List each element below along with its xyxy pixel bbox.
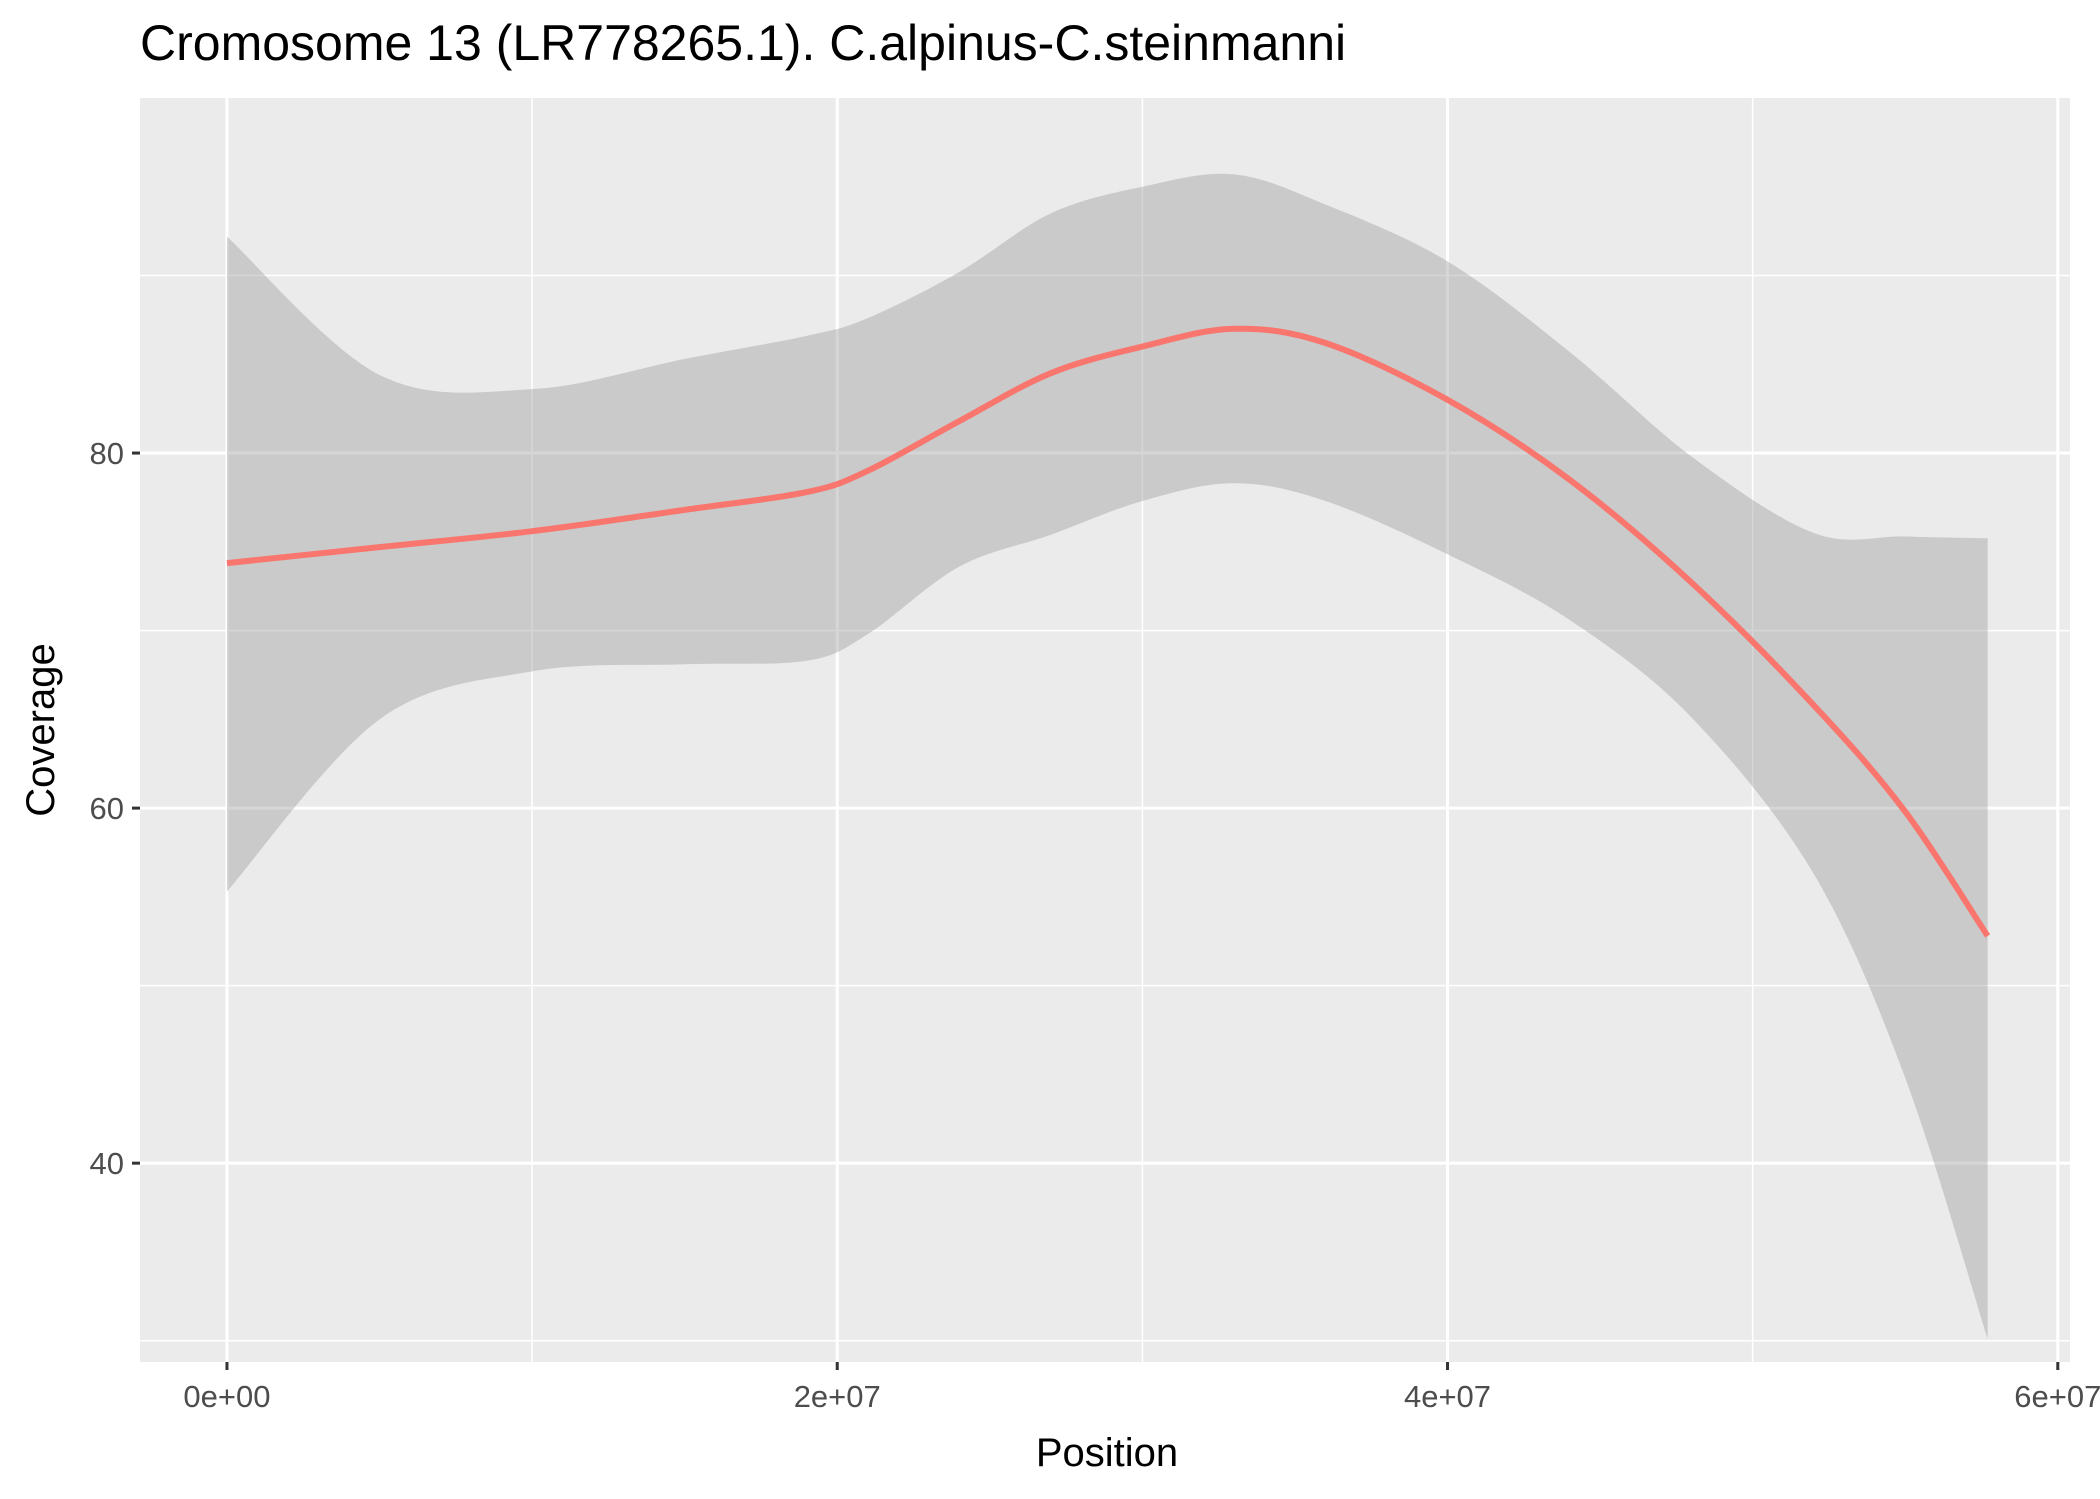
y-tick-label: 40 [90,1146,124,1181]
y-axis: 40 60 80 [90,436,140,1181]
plot-panel [140,98,2070,1362]
x-tick-label: 0e+00 [183,1379,270,1414]
y-tick-label: 80 [90,436,124,471]
smooth-line [226,325,1991,938]
y-axis-title: Coverage [19,643,63,816]
x-tick-label: 4e+07 [1404,1379,1491,1414]
minor-gridlines [140,98,2070,1362]
x-tick-label: 6e+07 [2014,1379,2100,1414]
y-tick-label: 60 [90,791,124,826]
chart-title: Cromosome 13 (LR778265.1). C.alpinus-C.s… [140,15,1346,71]
x-axis: 0e+00 2e+07 4e+07 6e+07 [183,1362,2100,1414]
major-gridlines [140,98,2070,1362]
x-axis-title: Position [1036,1431,1178,1475]
x-tick-label: 2e+07 [794,1379,881,1414]
